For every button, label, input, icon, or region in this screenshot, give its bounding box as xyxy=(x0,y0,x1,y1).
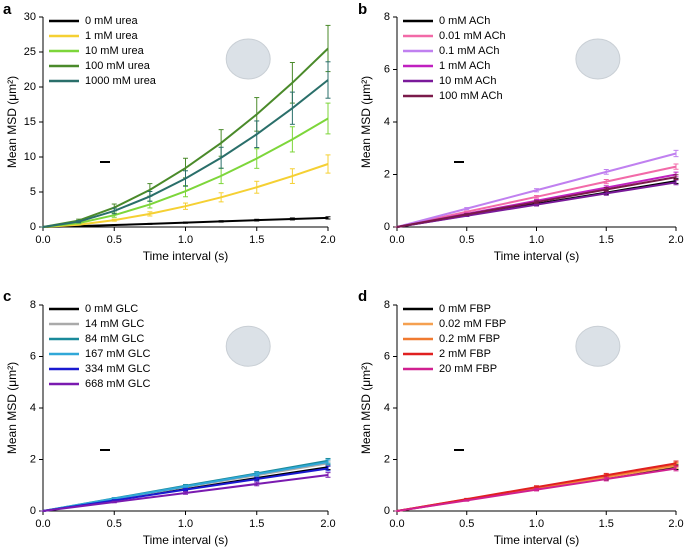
legend-label: 20 mM FBP xyxy=(439,363,497,375)
y-tick-label: 2 xyxy=(30,453,36,465)
x-tick-label: 0.0 xyxy=(35,234,50,246)
series-line xyxy=(42,117,329,228)
legend-label: 1000 mM urea xyxy=(85,75,157,87)
y-axis-label: Mean MSD (μm²) xyxy=(5,76,19,168)
legend-label: 668 mM GLC xyxy=(85,378,150,390)
x-tick-label: 0.0 xyxy=(389,234,404,246)
y-tick-label: 8 xyxy=(30,299,36,311)
x-tick-label: 1.5 xyxy=(599,518,614,530)
x-tick-label: 2.0 xyxy=(668,234,683,246)
legend-label: 14 mM GLC xyxy=(85,318,144,330)
y-tick-label: 4 xyxy=(384,116,390,128)
series-line xyxy=(42,79,329,228)
y-axis-label: Mean MSD (μm²) xyxy=(359,362,373,454)
y-tick-label: 6 xyxy=(384,350,390,362)
legend-label: 0 mM FBP xyxy=(439,303,491,315)
panel-letter: a xyxy=(3,1,12,18)
x-axis-label: Time interval (s) xyxy=(494,249,580,263)
y-tick-label: 6 xyxy=(384,63,390,75)
y-tick-label: 6 xyxy=(30,350,36,362)
x-tick-label: 1.0 xyxy=(529,234,544,246)
legend-label: 0.1 mM ACh xyxy=(439,45,500,57)
y-tick-label: 2 xyxy=(384,168,390,180)
structure-inset xyxy=(225,325,271,367)
y-axis-label: Mean MSD (μm²) xyxy=(5,362,19,454)
y-tick-label: 4 xyxy=(30,402,36,414)
x-tick-label: 2.0 xyxy=(320,234,335,246)
x-tick-label: 0.0 xyxy=(35,518,50,530)
panel: 0 2 4 6 8 0.0 0.5 1.0 1.5 2.0 Time interval (s) Mea… xyxy=(358,288,684,547)
panel: 0 2 4 6 8 0.0 0.5 1.0 1.5 2.0 Time interval (s) Mea… xyxy=(358,1,684,263)
legend-label: 167 mM GLC xyxy=(85,348,150,360)
x-tick-label: 1.5 xyxy=(249,518,264,530)
x-tick-label: 0.0 xyxy=(389,518,404,530)
x-tick-label: 1.0 xyxy=(178,234,193,246)
panel: 0 2 4 6 8 0.0 0.5 1.0 1.5 2.0 Time interval (s) Mea… xyxy=(3,288,336,547)
x-tick-label: 1.0 xyxy=(178,518,193,530)
y-tick-label: 8 xyxy=(384,11,390,23)
x-tick-label: 0.5 xyxy=(107,234,122,246)
series-line xyxy=(42,467,329,512)
legend-label: 0 mM urea xyxy=(85,15,138,27)
legend-label: 0 mM GLC xyxy=(85,303,138,315)
series-line xyxy=(42,47,329,228)
legend-label: 334 mM GLC xyxy=(85,363,150,375)
structure-inset xyxy=(225,38,271,80)
y-tick-label: 25 xyxy=(24,46,36,58)
y-tick-label: 4 xyxy=(384,402,390,414)
series-line xyxy=(42,163,329,228)
panel-letter: c xyxy=(3,288,11,305)
legend-label: 1 mM ACh xyxy=(439,60,490,72)
legend-label: 2 mM FBP xyxy=(439,348,491,360)
panel-letter: b xyxy=(358,1,367,18)
legend-label: 10 mM ACh xyxy=(439,75,496,87)
series-line xyxy=(42,473,329,512)
y-tick-label: 5 xyxy=(30,186,36,198)
legend-label: 84 mM GLC xyxy=(85,333,144,345)
y-tick-label: 0 xyxy=(30,505,36,517)
y-tick-label: 0 xyxy=(30,221,36,233)
x-tick-label: 1.0 xyxy=(529,518,544,530)
series-line xyxy=(396,165,677,228)
x-axis-label: Time interval (s) xyxy=(143,533,229,547)
y-tick-label: 15 xyxy=(24,116,36,128)
y-tick-label: 30 xyxy=(24,11,36,23)
structure-inset xyxy=(575,325,621,367)
legend-label: 1 mM urea xyxy=(85,30,138,42)
y-axis-label: Mean MSD (μm²) xyxy=(359,76,373,168)
structure-inset xyxy=(575,38,621,80)
x-axis-label: Time interval (s) xyxy=(143,249,229,263)
series-line xyxy=(42,216,329,228)
legend-label: 10 mM urea xyxy=(85,45,145,57)
x-tick-label: 0.5 xyxy=(107,518,122,530)
legend-label: 100 mM urea xyxy=(85,60,151,72)
legend-label: 0.02 mM FBP xyxy=(439,318,506,330)
y-tick-label: 10 xyxy=(24,151,36,163)
series-line xyxy=(42,461,329,512)
y-tick-label: 8 xyxy=(384,299,390,311)
x-tick-label: 2.0 xyxy=(668,518,683,530)
series-line xyxy=(396,176,677,228)
legend-label: 0.2 mM FBP xyxy=(439,333,500,345)
y-tick-label: 2 xyxy=(384,453,390,465)
y-tick-label: 20 xyxy=(24,81,36,93)
x-tick-label: 0.5 xyxy=(459,518,474,530)
x-axis-label: Time interval (s) xyxy=(494,533,580,547)
series-line xyxy=(396,152,677,228)
y-tick-label: 0 xyxy=(384,221,390,233)
y-tick-label: 0 xyxy=(384,505,390,517)
x-tick-label: 2.0 xyxy=(320,518,335,530)
panel: 0 5 10 15 20 25 30 0.0 0.5 1.0 1.5 2.0 Time interval… xyxy=(3,1,336,263)
legend-label: 0.01 mM ACh xyxy=(439,30,506,42)
series-line xyxy=(396,467,677,512)
x-tick-label: 1.5 xyxy=(599,234,614,246)
panel-letter: d xyxy=(358,288,367,305)
x-tick-label: 0.5 xyxy=(459,234,474,246)
legend-label: 0 mM ACh xyxy=(439,15,490,27)
x-tick-label: 1.5 xyxy=(249,234,264,246)
legend-label: 100 mM ACh xyxy=(439,90,503,102)
